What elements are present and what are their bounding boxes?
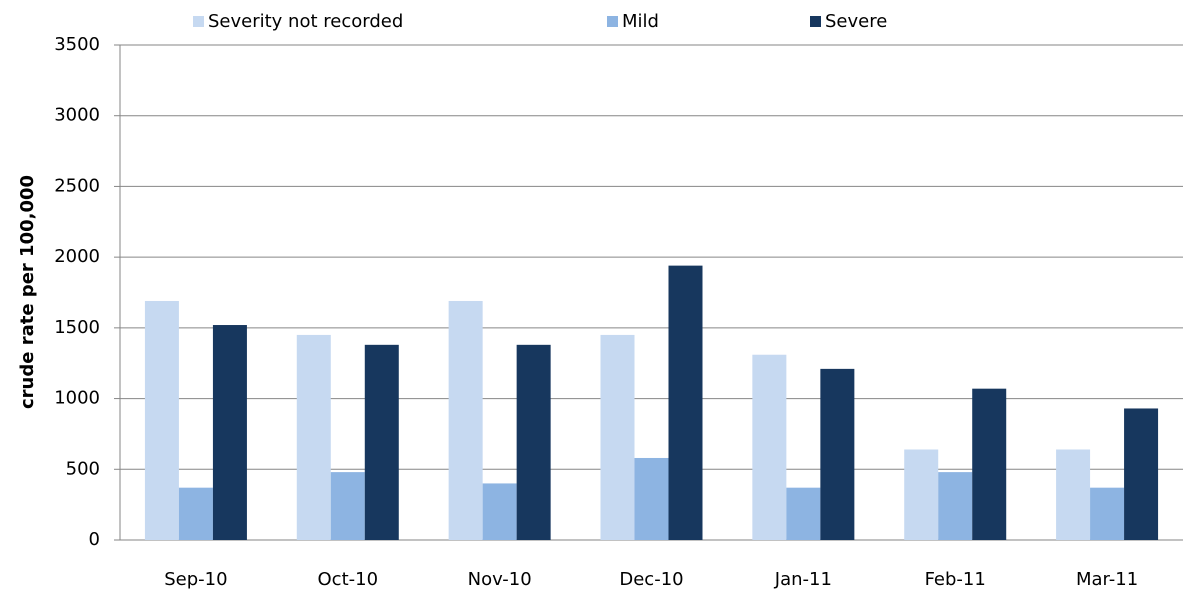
bar [330,472,365,540]
bar [296,334,331,540]
bar [1124,408,1159,540]
bar [600,334,635,540]
legend-marker [193,16,204,27]
x-tick-label: Sep-10 [164,569,227,590]
legend-label: Severity not recorded [208,11,403,32]
bar [668,265,703,540]
bar [516,344,551,540]
bar [144,300,179,540]
bar [364,344,399,540]
x-tick-label: Mar-11 [1076,569,1138,590]
bar [212,325,247,540]
y-tick-label: 1000 [54,388,100,409]
bar [634,457,669,540]
y-tick-label: 3000 [54,105,100,126]
legend-label: Severe [825,11,887,32]
bar [448,300,483,540]
legend-marker [607,16,618,27]
x-tick-label: Jan-11 [774,569,832,590]
bar [938,472,973,540]
y-axis-label: crude rate per 100,000 [17,175,38,409]
x-tick-label: Oct-10 [318,569,379,590]
bar [752,354,787,540]
x-tick-label: Feb-11 [925,569,986,590]
legend-marker [810,16,821,27]
bar [786,487,821,540]
bar [972,388,1007,540]
y-tick-label: 500 [66,458,100,479]
legend-label: Mild [622,11,659,32]
y-tick-label: 0 [89,529,100,550]
bar [1090,487,1125,540]
x-tick-label: Dec-10 [619,569,683,590]
y-tick-label: 2000 [54,246,100,267]
bar [820,368,855,540]
bar [1056,449,1091,540]
y-tick-label: 1500 [54,317,100,338]
bar [904,449,939,540]
bar [178,487,213,540]
y-tick-label: 3500 [54,34,100,55]
y-tick-label: 2500 [54,175,100,196]
x-tick-label: Nov-10 [468,569,532,590]
bar [482,483,517,540]
